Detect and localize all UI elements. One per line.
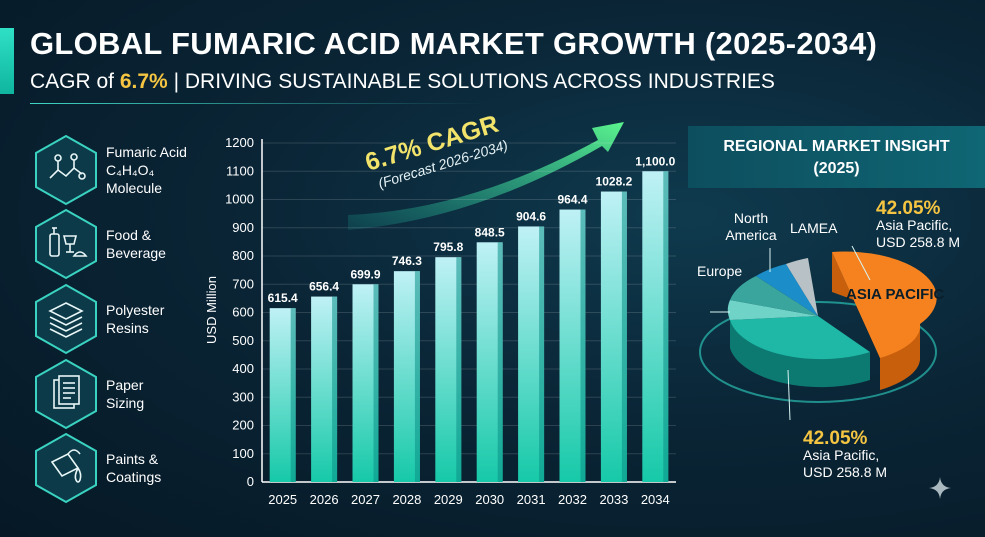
application-label: Paints & Coatings: [106, 451, 162, 485]
callout-value: USD 258.8 M: [876, 234, 961, 250]
y-tick-label: 600: [232, 305, 254, 320]
pie-slice-north-america-light: [730, 276, 818, 316]
y-tick-label: 1200: [225, 135, 254, 150]
application-label: Food & Beverage: [106, 227, 166, 261]
pie-slice-north-america: [756, 264, 818, 316]
x-tick-label: 2034: [641, 492, 670, 507]
y-tick-label: 100: [232, 446, 254, 461]
page-subtitle: CAGR of 6.7% | DRIVING SUSTAINABLE SOLUT…: [30, 70, 775, 94]
leader-line-bottom: [787, 369, 791, 420]
x-tick-label: 2027: [351, 492, 380, 507]
y-tick-label: 800: [232, 248, 254, 263]
x-tick-label: 2026: [310, 492, 339, 507]
y-tick-label: 1000: [225, 192, 254, 207]
subtitle-prefix: CAGR of: [30, 70, 120, 93]
x-tick-label: 2028: [392, 492, 421, 507]
bar-value-label: 656.4: [309, 280, 339, 294]
europe-label: Europe: [697, 263, 743, 279]
paper-icon: [35, 358, 97, 430]
pie-base-ring: [699, 301, 937, 403]
subtitle-cagr-highlight: 6.7%: [119, 70, 168, 93]
subtitle-suffix: | DRIVING SUSTAINABLE SOLUTIONS ACROSS I…: [167, 70, 775, 93]
callout-region: Asia Pacific,: [803, 447, 880, 463]
pie-slice-europe: [727, 300, 818, 320]
pie-slice-label-asia-pacific: ASIA PACIFIC: [846, 286, 945, 303]
y-tick-label: 1100: [226, 163, 254, 178]
y-tick-label: 700: [232, 276, 254, 291]
leader-line-asia-pacific: [851, 245, 871, 281]
layers-icon: [35, 283, 97, 355]
callout-percent: 42.05%: [803, 428, 868, 449]
application-label: Polyester Resins: [106, 302, 165, 336]
x-tick-label: 2033: [599, 492, 628, 507]
bar-value-label: 699.9: [350, 267, 380, 281]
pie-slice-teal: [730, 316, 870, 360]
food-beverage-icon: [35, 208, 97, 280]
x-tick-label: 2025: [268, 492, 297, 507]
bar-shade-2028: [414, 271, 420, 482]
bar-value-label: 1,100.0: [635, 154, 675, 168]
x-tick-label: 2031: [517, 492, 546, 507]
title-divider: [30, 103, 485, 104]
y-tick-label: 400: [232, 361, 254, 376]
x-tick-label: 2032: [558, 492, 587, 507]
y-axis-label: USD Million: [204, 276, 219, 344]
bar-value-label: 964.4: [557, 193, 587, 207]
growth-arrow: [348, 122, 624, 230]
bar-value-label: 904.6: [516, 209, 546, 223]
bar-shade-2026: [332, 296, 338, 482]
bar-value-label: 1028.2: [596, 175, 633, 189]
title-accent-bar: [0, 28, 14, 94]
regional-insight-title: REGIONAL MARKET INSIGHT: [723, 138, 950, 155]
paint-bucket-icon: [35, 432, 97, 504]
y-tick-label: 500: [232, 333, 254, 348]
molecule-icon: [35, 134, 97, 206]
asia-pacific-callout-bottom: 42.05% Asia Pacific, USD 258.8 M: [803, 428, 888, 481]
bar-value-label: 746.3: [392, 254, 422, 268]
bar-shade-2027: [373, 284, 379, 482]
bar-shade-2031: [539, 226, 545, 482]
bar-value-label: 795.8: [433, 240, 463, 254]
regional-pie-chart: [699, 245, 937, 420]
bar-shade-2032: [580, 209, 586, 482]
y-tick-label: 300: [232, 389, 254, 404]
regional-insight-year: (2025): [813, 160, 860, 177]
callout-region: Asia Pacific,: [876, 217, 953, 233]
y-tick-label: 900: [232, 220, 254, 235]
lamea-label: LAMEA: [790, 220, 838, 236]
bar-shade-2034: [663, 171, 669, 482]
regional-insight-header: REGIONAL MARKET INSIGHT (2025): [688, 126, 985, 188]
bar-shade-2033: [621, 191, 627, 482]
sparkle-icon: [929, 477, 951, 499]
asia-pacific-callout-top: 42.05% Asia Pacific, USD 258.8 M: [876, 198, 961, 251]
x-tick-label: 2030: [475, 492, 504, 507]
pie-slice-asia-pacific: [832, 251, 937, 358]
bar-value-label: 615.4: [268, 291, 298, 305]
callout-percent: 42.05%: [876, 198, 941, 219]
bar-shade-2025: [290, 308, 296, 482]
pie-slice-lamea: [786, 258, 818, 316]
y-tick-label: 0: [247, 474, 254, 489]
page-title: GLOBAL FUMARIC ACID MARKET GROWTH (2025-…: [30, 26, 878, 61]
x-tick-label: 2029: [434, 492, 463, 507]
bar-value-label: 848.5: [475, 225, 505, 239]
y-tick-label: 200: [232, 418, 254, 433]
callout-value: USD 258.8 M: [803, 464, 888, 480]
north-america-label: North America: [725, 210, 777, 243]
bar-shade-2029: [456, 257, 462, 482]
bar-shade-2030: [497, 242, 503, 482]
application-label: Paper Sizing: [106, 377, 145, 411]
application-label: Fumaric Acid C₄H₄O₄ Molecule: [106, 144, 187, 196]
